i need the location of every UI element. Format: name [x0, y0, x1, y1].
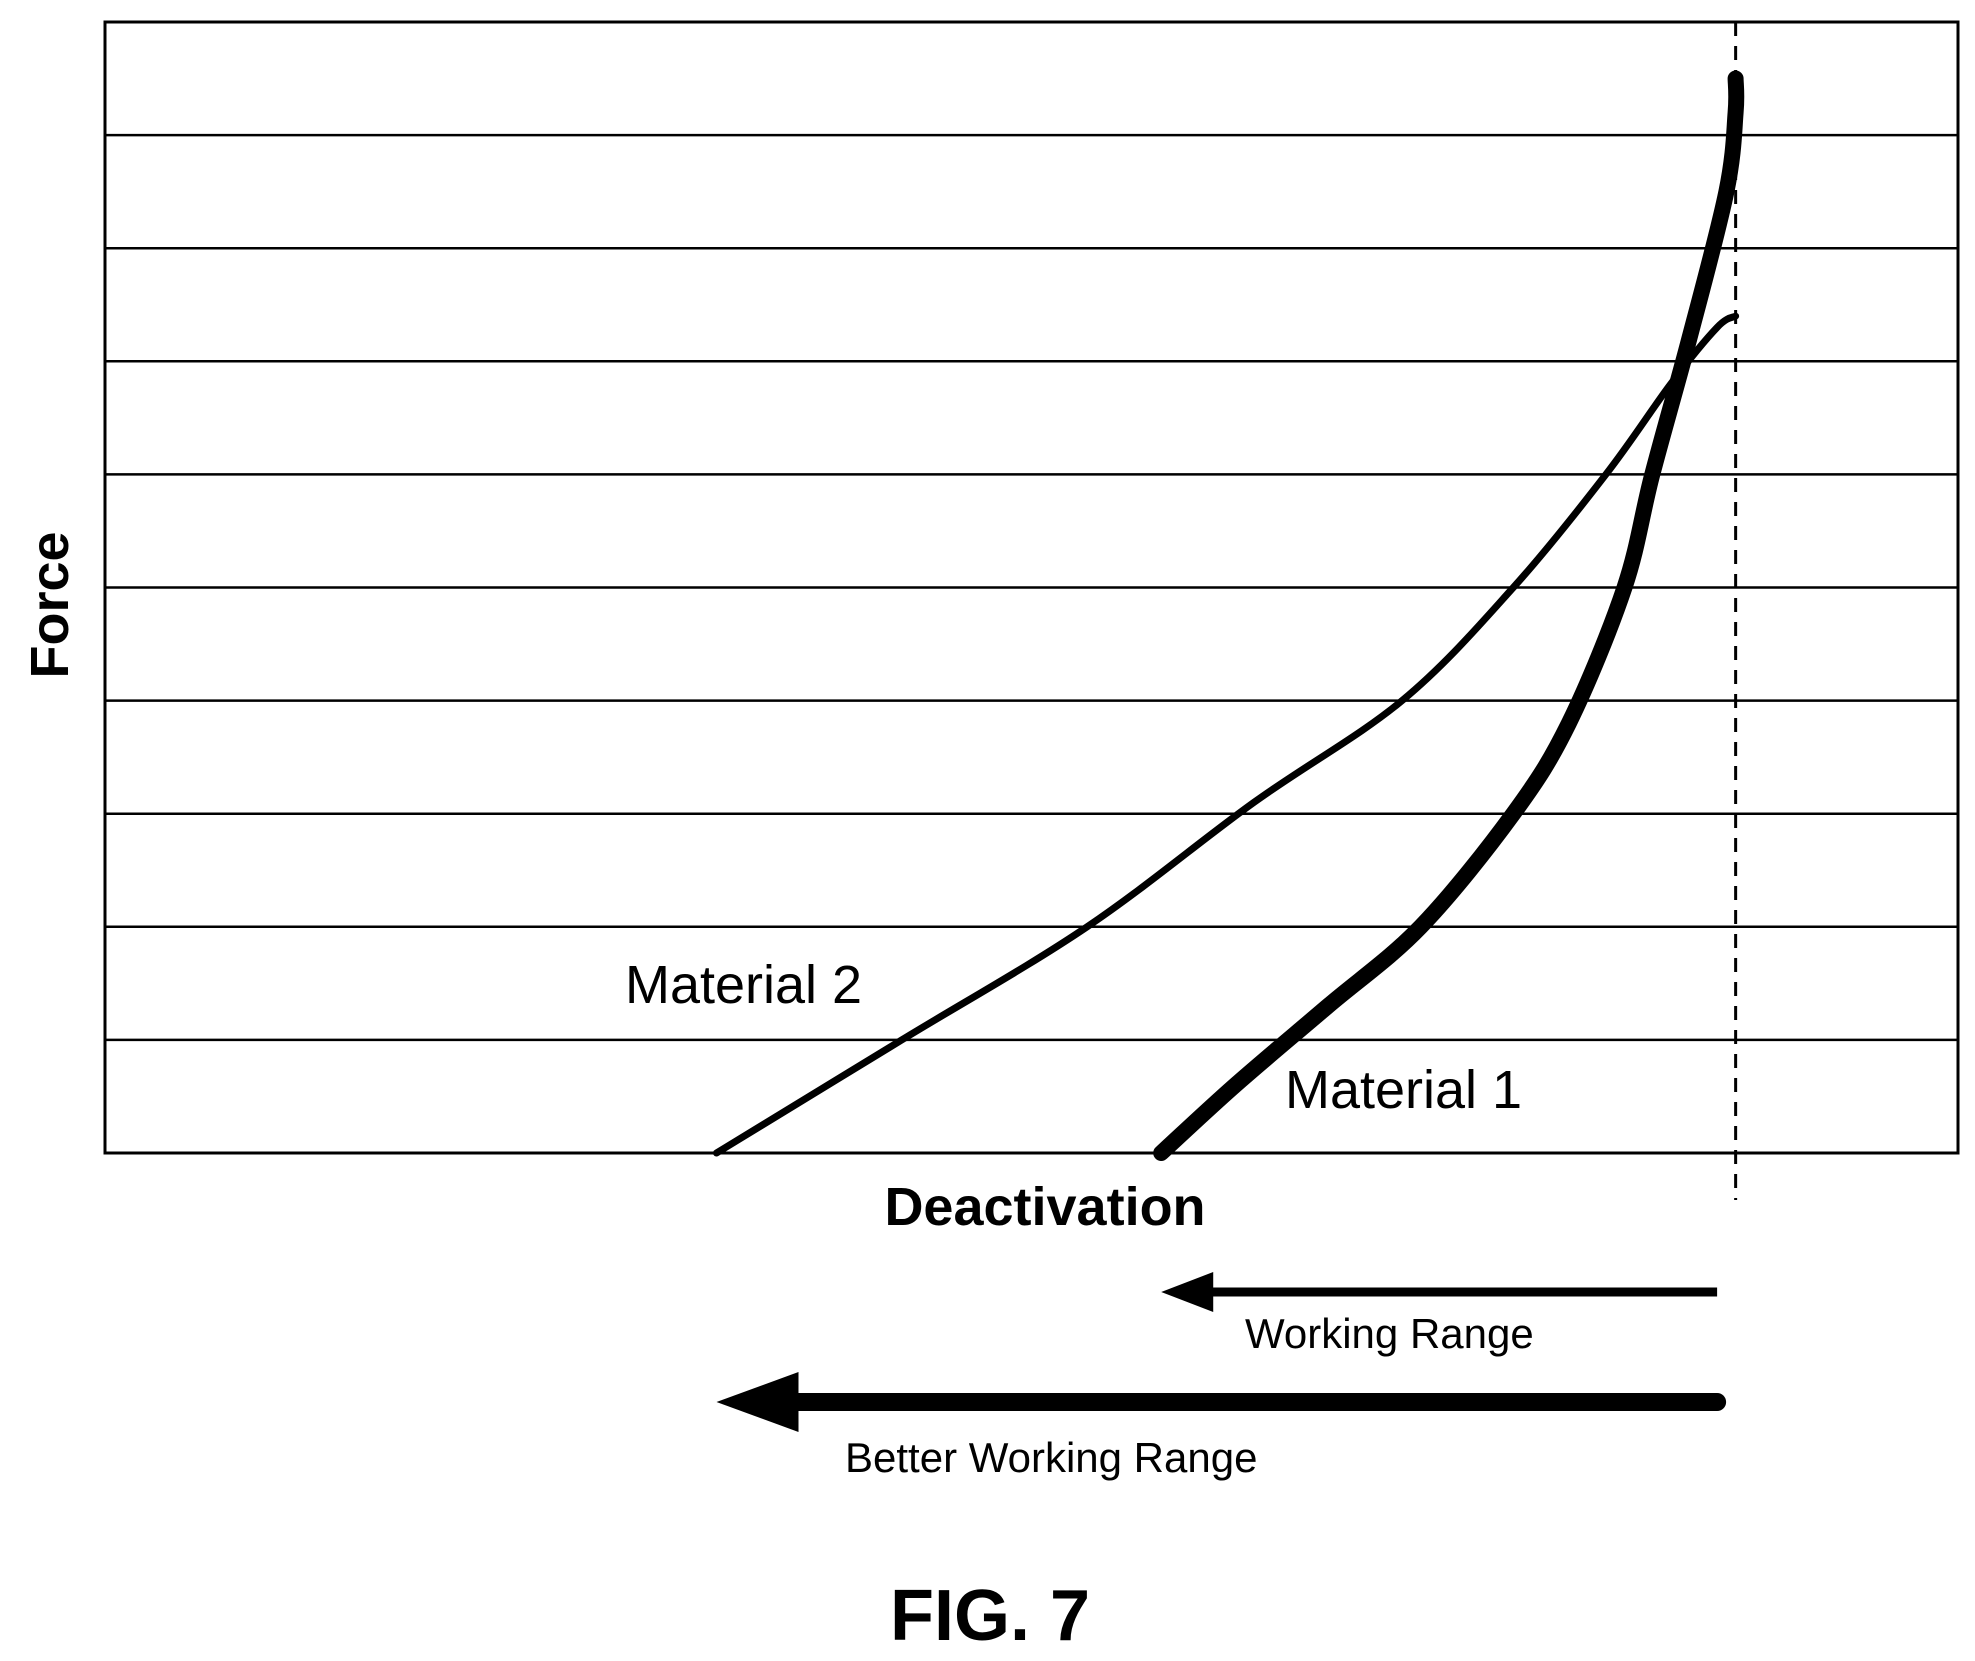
working-range-arrow: [1161, 1272, 1718, 1312]
figure-label: FIG. 7: [890, 1576, 1090, 1656]
series-label-material-1: Material 1: [1285, 1060, 1522, 1120]
series-line-material-1: [1153, 70, 1745, 1161]
better-working-range-arrow: [716, 1372, 1727, 1432]
y-axis-title: Force: [20, 531, 80, 678]
working-range-arrow-head: [1161, 1272, 1214, 1312]
series-line-material-2: [713, 312, 1740, 1157]
grid-lines: [105, 133, 1958, 1042]
better-working-range-arrow-head: [716, 1372, 799, 1432]
better-working-range-label: Better Working Range: [845, 1434, 1257, 1481]
series-label-material-2: Material 2: [625, 955, 862, 1015]
plot-frame: [103, 20, 1960, 1155]
x-axis-title: Deactivation: [884, 1177, 1205, 1237]
working-range-label: Working Range: [1245, 1310, 1534, 1357]
